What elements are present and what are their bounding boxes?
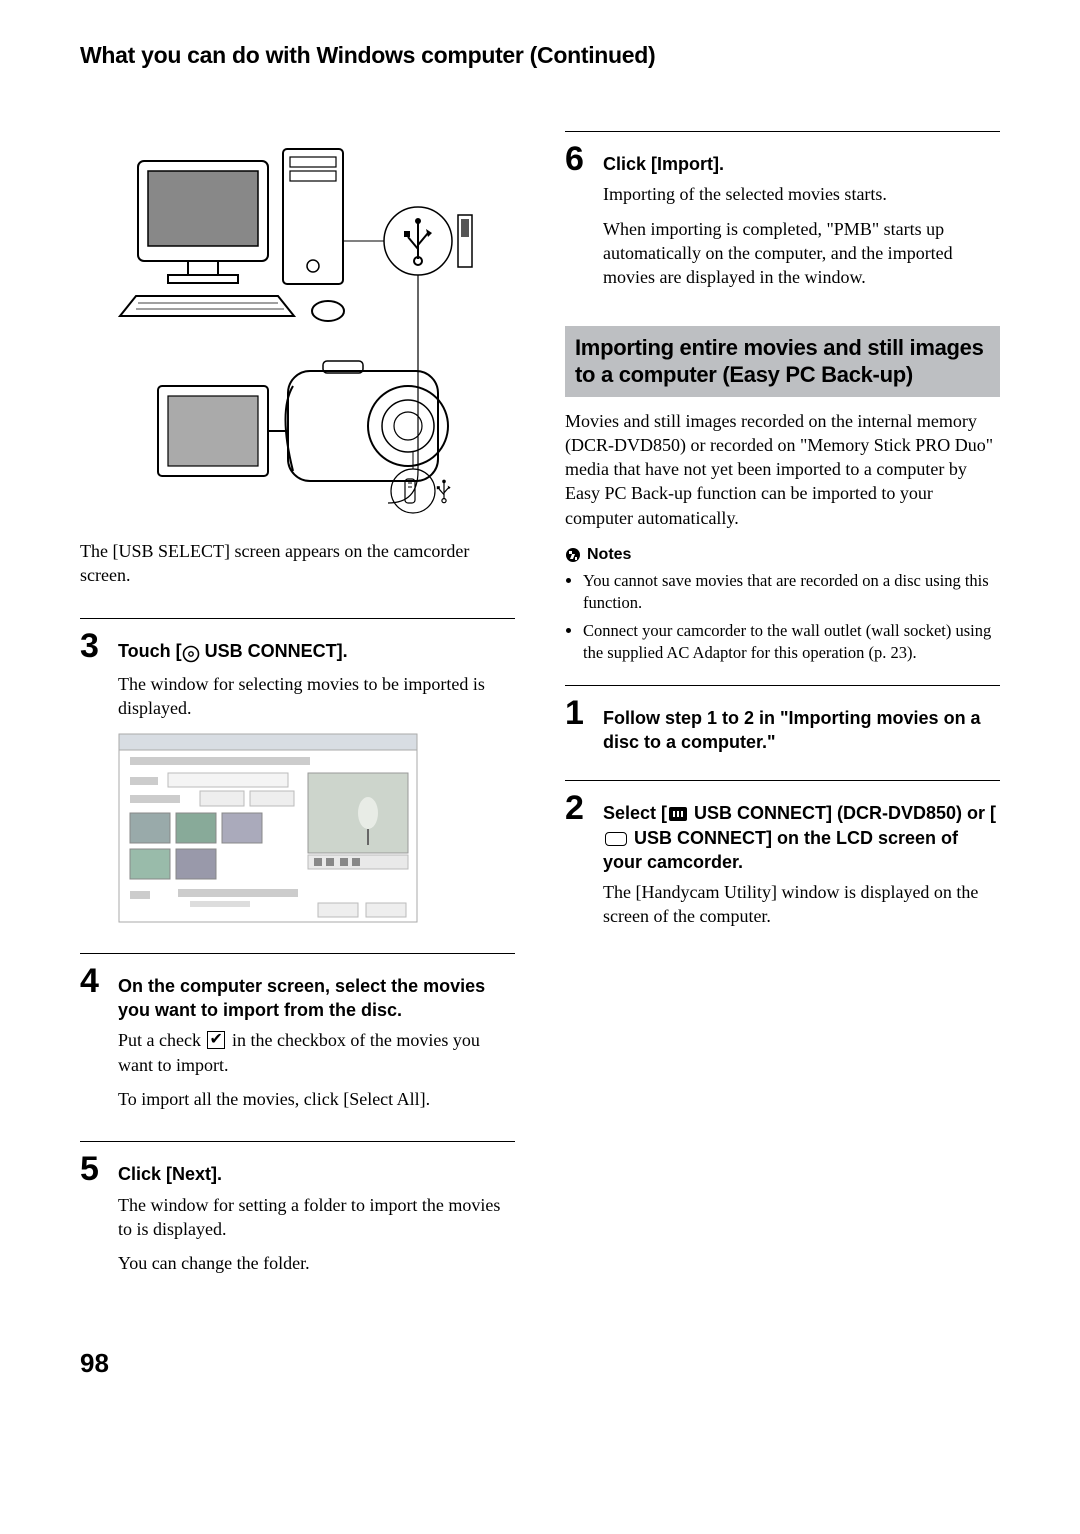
step-title: Touch [ USB CONNECT]. [118, 639, 515, 666]
page-header: What you can do with Windows computer (C… [80, 40, 1000, 71]
import-window-thumbnail [118, 733, 515, 929]
notes-heading: Notes [565, 544, 1000, 566]
title-part: USB CONNECT] (DCR-DVD850) or [ [689, 803, 996, 823]
step-4: 4 On the computer screen, select the mov… [80, 953, 515, 1121]
desc-line: The window for selecting movies to be im… [118, 672, 515, 721]
import-window-icon [118, 733, 418, 923]
desc-line: You can change the folder. [118, 1251, 515, 1275]
title-part: Select [ [603, 803, 667, 823]
step-number: 4 [80, 964, 108, 1121]
two-column-layout: The [USB SELECT] screen appears on the c… [80, 131, 1000, 1285]
step-title: Follow step 1 to 2 in "Importing movies … [603, 706, 1000, 755]
backup-step-1: 1 Follow step 1 to 2 in "Importing movie… [565, 685, 1000, 761]
internal-memory-icon [669, 807, 687, 821]
connection-illustration [80, 131, 515, 521]
desc-line: When importing is completed, "PMB" start… [603, 217, 1000, 290]
desc-line: To import all the movies, click [Select … [118, 1087, 515, 1111]
illustration-caption: The [USB SELECT] screen appears on the c… [80, 539, 515, 588]
desc-line: Importing of the selected movies starts. [603, 182, 1000, 206]
step-desc: Importing of the selected movies starts.… [603, 182, 1000, 289]
left-column: The [USB SELECT] screen appears on the c… [80, 131, 515, 1285]
desc-line: The window for setting a folder to impor… [118, 1193, 515, 1242]
memorystick-icon [605, 832, 627, 846]
step-title: Click [Next]. [118, 1162, 515, 1186]
desc-line: Put a check in the checkbox of the movie… [118, 1028, 515, 1077]
step-desc: The window for setting a folder to impor… [118, 1193, 515, 1276]
note-item: You cannot save movies that are recorded… [583, 570, 1000, 615]
pc-camcorder-diagram-icon [118, 131, 478, 521]
backup-step-2: 2 Select [ USB CONNECT] (DCR-DVD850) or … [565, 780, 1000, 938]
step-6: 6 Click [Import]. Importing of the selec… [565, 131, 1000, 299]
step-3: 3 Touch [ USB CONNECT]. The window for s… [80, 618, 515, 933]
section-intro: Movies and still images recorded on the … [565, 409, 1000, 530]
step-desc: Put a check in the checkbox of the movie… [118, 1028, 515, 1111]
step-title: Select [ USB CONNECT] (DCR-DVD850) or [ … [603, 801, 1000, 874]
notes-label: Notes [587, 544, 631, 566]
desc-line: The [Handycam Utility] window is display… [603, 880, 1000, 929]
title-part: USB CONNECT] on the LCD screen of your c… [603, 828, 958, 872]
page-number: 98 [80, 1346, 1000, 1381]
section-header: Importing entire movies and still images… [565, 326, 1000, 397]
step-number: 1 [565, 696, 593, 761]
step-number: 2 [565, 791, 593, 938]
note-item: Connect your camcorder to the wall outle… [583, 620, 1000, 665]
checkbox-icon [207, 1031, 225, 1049]
step-title: On the computer screen, select the movie… [118, 974, 515, 1023]
step-5: 5 Click [Next]. The window for setting a… [80, 1141, 515, 1285]
disc-icon [182, 642, 200, 666]
step-number: 3 [80, 629, 108, 933]
step-title: Click [Import]. [603, 152, 1000, 176]
notes-list: You cannot save movies that are recorded… [565, 570, 1000, 665]
step-number: 6 [565, 142, 593, 299]
right-column: 6 Click [Import]. Importing of the selec… [565, 131, 1000, 1285]
step-desc: The window for selecting movies to be im… [118, 672, 515, 721]
notes-icon [565, 547, 581, 563]
title-pre: Touch [ [118, 641, 182, 661]
title-post: USB CONNECT]. [200, 641, 348, 661]
desc-pre: Put a check [118, 1030, 205, 1050]
step-desc: The [Handycam Utility] window is display… [603, 880, 1000, 929]
step-number: 5 [80, 1152, 108, 1285]
